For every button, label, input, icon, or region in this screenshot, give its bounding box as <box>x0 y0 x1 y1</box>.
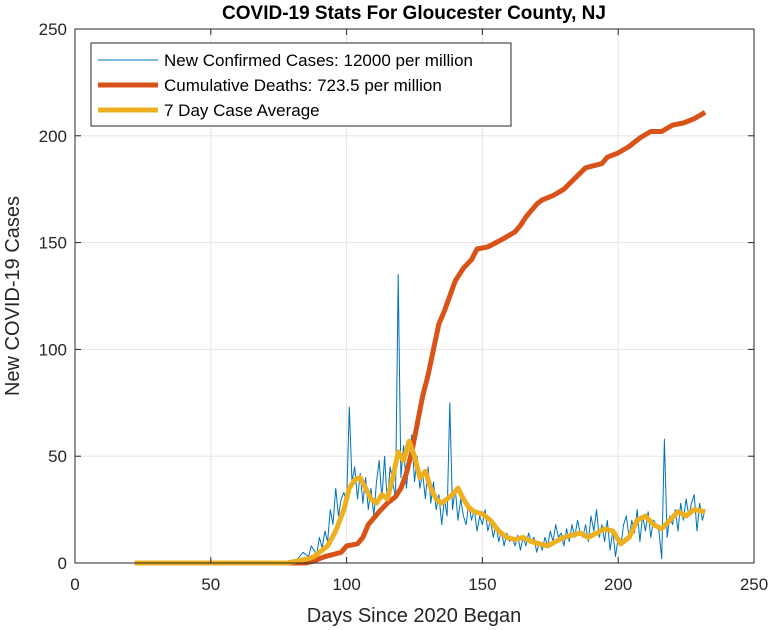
chart-title: COVID-19 Stats For Gloucester County, NJ <box>222 3 606 24</box>
legend: New Confirmed Cases: 12000 per million C… <box>90 42 512 127</box>
series-7day-average <box>134 438 706 566</box>
y-tick-label: 250 <box>39 20 67 39</box>
series-layer <box>134 110 707 566</box>
y-tick-label: 200 <box>39 127 67 146</box>
x-tick-label: 250 <box>740 575 768 594</box>
x-tick-label: 150 <box>468 575 496 594</box>
x-tick-labels: 0 50 100 150 200 250 <box>70 575 768 594</box>
legend-label-7day-average: 7 Day Case Average <box>164 101 320 120</box>
x-axis-label: Days Since 2020 Began <box>307 605 522 627</box>
y-tick-label: 0 <box>58 554 67 573</box>
ticks <box>74 28 755 564</box>
y-tick-label: 150 <box>39 234 67 253</box>
x-tick-label: 100 <box>332 575 360 594</box>
series-cumulative-deaths <box>134 110 707 566</box>
y-tick-labels: 0 50 100 150 200 250 <box>39 20 67 573</box>
legend-box <box>90 42 512 127</box>
legend-label-new-cases: New Confirmed Cases: 12000 per million <box>164 51 473 70</box>
y-tick-label: 100 <box>39 340 67 359</box>
y-tick-label: 50 <box>48 447 67 466</box>
x-tick-label: 200 <box>604 575 632 594</box>
x-tick-label: 0 <box>70 575 79 594</box>
legend-label-cumulative-deaths: Cumulative Deaths: 723.5 per million <box>164 76 442 95</box>
plot-area-border <box>74 28 755 564</box>
x-tick-label: 50 <box>201 575 220 594</box>
y-axis-label: New COVID-19 Cases <box>2 196 24 396</box>
